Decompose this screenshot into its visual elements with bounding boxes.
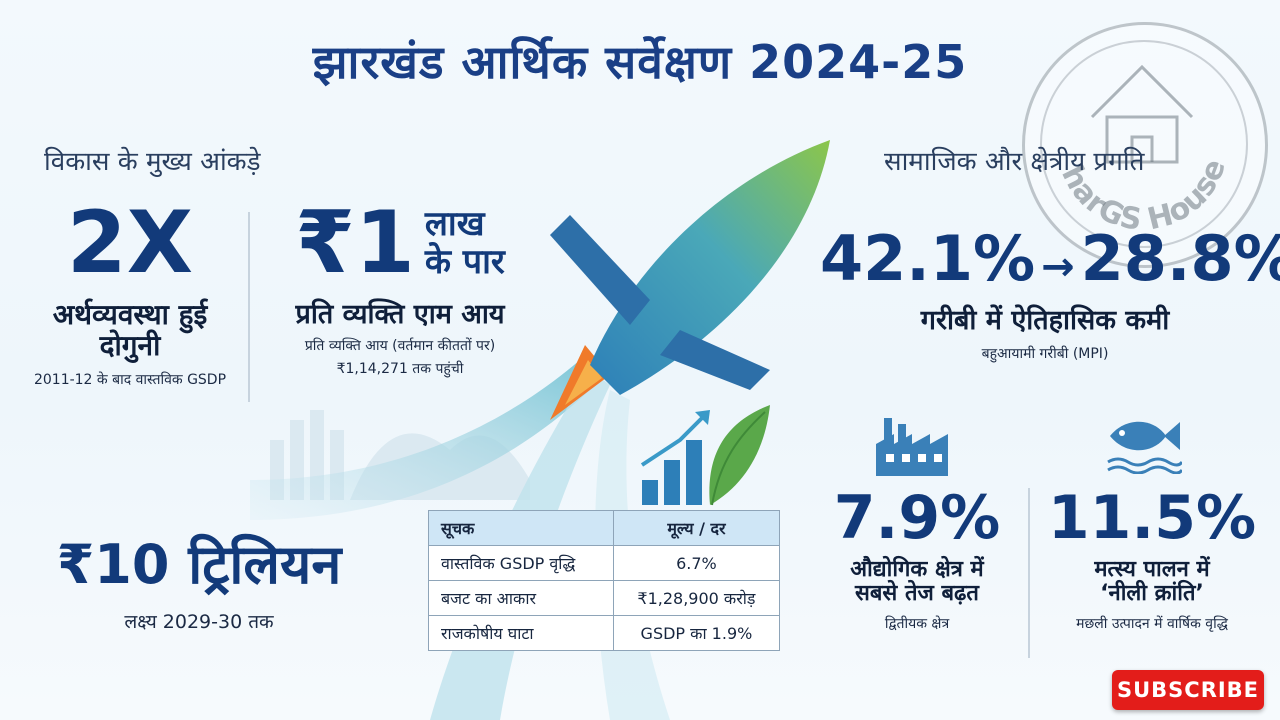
rocket-body — [590, 140, 830, 395]
fisheries-label-2: ‘नीली क्रांति’ — [1100, 581, 1204, 607]
table-row: राजकोषीय घाटा GSDP का 1.9% — [428, 615, 781, 651]
stat-per-capita-income: ₹1 लाख के पार प्रति व्यक्ति एाम आय प्रति… — [255, 200, 545, 378]
stat-economy-label-2: दोगुनी — [99, 328, 161, 362]
stat-industry-growth: 7.9% औद्योगिक क्षेत्र में सबसे तेज बढ़त … — [812, 488, 1022, 633]
poverty-label: गरीबी में ऐतिहासिक कमी — [920, 305, 1170, 336]
rocket-flame-inner — [565, 360, 602, 405]
fisheries-note: मछली उत्पादन में वार्षिक वृद्धि — [1076, 616, 1228, 633]
poverty-note: बहुआयामी गरीबी (MPI) — [981, 345, 1109, 362]
stat-economy-note: 2011-12 के बाद वास्तविक GSDP — [33, 371, 227, 388]
table-cell-value: 6.7% — [612, 545, 781, 581]
stat-income-suffix-1: लाख — [424, 204, 485, 244]
table-cell-indicator: राजकोषीय घाटा — [428, 615, 614, 651]
stat-income-note-2: ₹1,14,271 तक पहुंची — [336, 360, 464, 377]
page-title: झारखंड आर्थिक सर्वेक्षण 2024-25 — [312, 35, 968, 89]
growth-heading: विकास के मुख्य आंकड़े — [44, 147, 261, 177]
leaf-vein — [711, 411, 766, 506]
rocket-wing-right — [660, 330, 770, 390]
table-header-indicator: सूचक — [428, 510, 614, 546]
rocket-wing-left — [550, 215, 650, 325]
stat-divider — [248, 212, 250, 402]
arrow-right-icon: → — [1041, 244, 1075, 290]
table-cell-value: ₹1,28,900 करोड़ — [612, 580, 781, 616]
indicator-table: सूचक मूल्य / दर वास्तविक GSDP वृद्धि 6.7… — [428, 510, 781, 651]
stat-economy-label-1: अर्थव्यवस्था हुई — [52, 298, 208, 331]
growth-bars-icon — [640, 410, 710, 505]
stat-poverty-reduction: 42.1% →28.8% गरीबी में ऐतिहासिक कमी बहुआय… — [820, 228, 1280, 363]
table-cell-value: GSDP का 1.9% — [612, 615, 781, 651]
poverty-to-value: 28.8% — [1080, 222, 1280, 295]
table-header-value: मूल्य / दर — [612, 510, 781, 546]
stat-trillion-target: ₹10 ट्रिलियन लक्ष्य 2029-30 तक — [24, 538, 374, 634]
table-cell-indicator: वास्तविक GSDP वृद्धि — [428, 545, 614, 581]
factory-icon — [876, 418, 948, 476]
stat-income-note-1: प्रति व्यक्ति आय (वर्तमान कीततों पर) — [304, 337, 496, 354]
leaf-icon — [709, 405, 770, 505]
table-row: वास्तविक GSDP वृद्धि 6.7% — [428, 545, 781, 581]
watermark-stamp-ring — [1040, 40, 1248, 248]
stat-income-label: प्रति व्यक्ति एाम आय — [295, 299, 505, 330]
fisheries-value: 11.5% — [1047, 483, 1257, 553]
stat-economy-value: 2X — [66, 193, 194, 293]
fish-icon — [1107, 421, 1182, 474]
industry-label-2: सबसे तेज बढ़त — [855, 581, 979, 607]
social-progress-heading: सामाजिक और क्षेत्रीय प्रगति — [884, 147, 1145, 177]
table-row: बजट का आकार ₹1,28,900 करोड़ — [428, 580, 781, 616]
stat-economy-doubled: 2X अर्थव्यवस्था हुई दोगुनी 2011-12 के बा… — [10, 200, 250, 389]
industry-note: द्वितीयक क्षेत्र — [884, 616, 950, 633]
table-header-row: सूचक मूल्य / दर — [428, 510, 781, 546]
subscribe-button[interactable]: SUBSCRIBE — [1112, 670, 1264, 710]
stat-income-suffix-2: के पार — [424, 242, 505, 282]
rocket-trail-1 — [250, 360, 600, 520]
stat-trillion-value: ₹10 ट्रिलियन — [56, 533, 342, 596]
watermark-stamp-art: harGS House — [1054, 64, 1233, 238]
industry-label-1: औद्योगिक क्षेत्र में — [850, 557, 984, 582]
poverty-from-value: 42.1% — [820, 222, 1036, 295]
stat-income-value: ₹1 — [295, 193, 415, 293]
stat-fisheries-growth: 11.5% मत्स्य पालन में ‘नीली क्रांति’ मछल… — [1032, 488, 1272, 633]
stat-divider-right — [1028, 488, 1030, 658]
fisheries-label-1: मत्स्य पालन में — [1094, 557, 1210, 582]
stat-trillion-note: लक्ष्य 2029-30 तक — [124, 611, 274, 633]
table-cell-indicator: बजट का आकार — [428, 580, 614, 616]
industry-value: 7.9% — [833, 483, 1001, 553]
